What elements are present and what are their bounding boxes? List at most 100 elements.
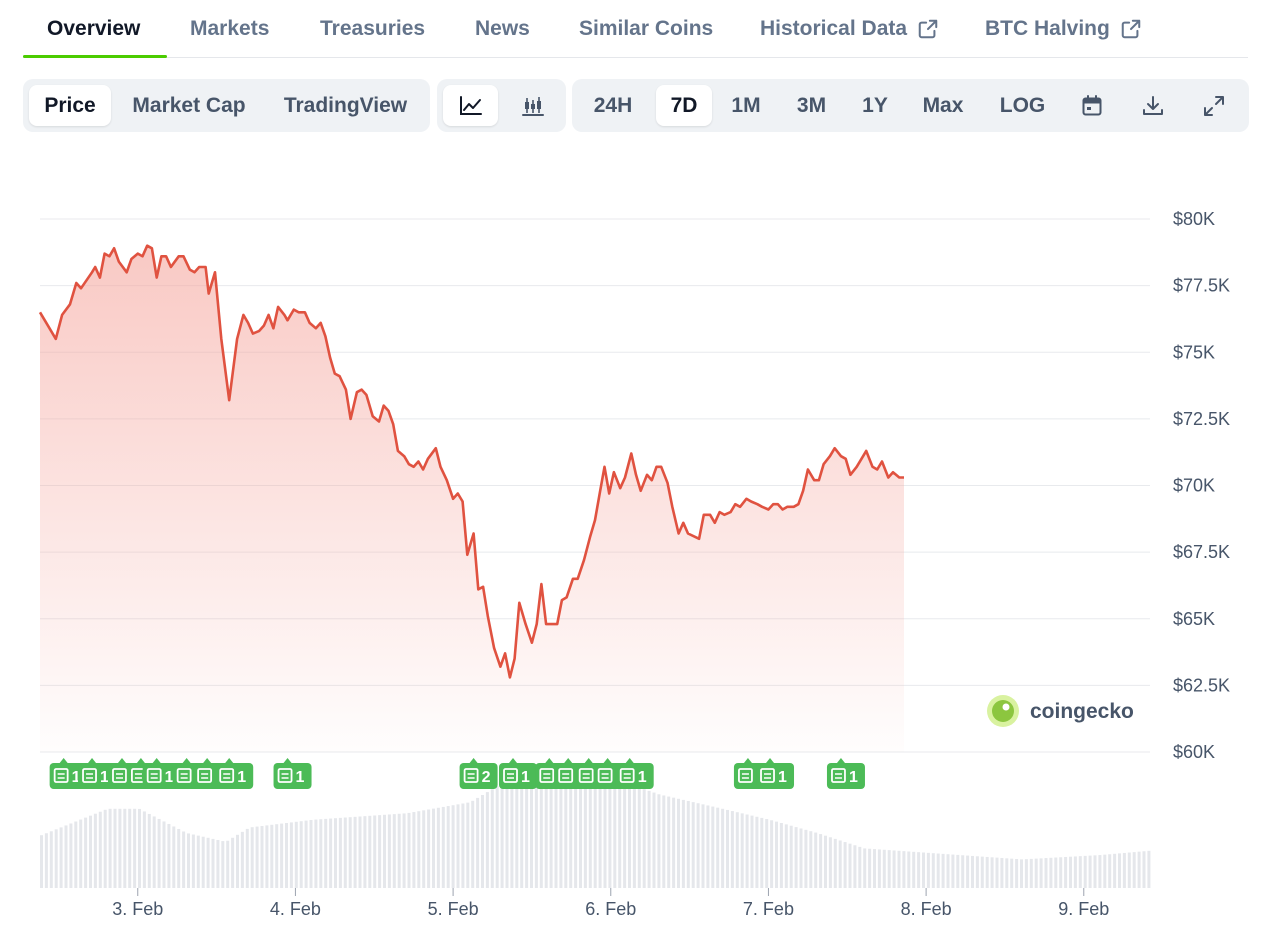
volume-bar: [554, 778, 558, 888]
volume-bar: [324, 818, 328, 888]
volume-bar: [716, 807, 720, 888]
tab-similar-coins[interactable]: Similar Coins: [579, 0, 713, 58]
volume-bar: [54, 829, 58, 888]
newspaper-icon: [619, 768, 635, 783]
volume-bar: [975, 856, 979, 888]
download-button[interactable]: [1131, 85, 1175, 126]
volume-bar: [691, 802, 695, 888]
volume-bar: [926, 852, 930, 888]
volume-bar: [64, 825, 68, 888]
volume-bar: [730, 811, 734, 888]
volume-bar: [863, 848, 867, 888]
external-link-icon: [918, 19, 938, 39]
volume-bar: [236, 834, 239, 888]
range-1m-button[interactable]: 1M: [731, 93, 761, 117]
volume-bar: [1073, 856, 1077, 888]
volume-bar: [451, 805, 455, 888]
y-axis: $60K $62.5K $65K $67.5K $70K $72.5K $75K $77.5K…: [1173, 209, 1230, 762]
volume-bar: [735, 812, 739, 888]
y-tick-label: $75K: [1173, 342, 1215, 362]
price-toggle[interactable]: Price: [29, 85, 111, 126]
range-3m-button[interactable]: 3M: [796, 93, 827, 117]
calendar-button[interactable]: [1070, 85, 1114, 126]
tab-overview[interactable]: Overview: [47, 0, 140, 58]
volume-bar: [530, 780, 533, 888]
coingecko-logo-inner: [992, 700, 1014, 722]
range-24h-button[interactable]: 24H: [593, 93, 633, 117]
news-badge-count: 1: [638, 769, 647, 786]
news-badge: 1: [615, 758, 654, 789]
volume-bar: [579, 778, 582, 888]
tab-treasuries[interactable]: Treasuries: [320, 0, 425, 58]
y-tick-label: $72.5K: [1173, 409, 1230, 429]
news-badge: 1: [826, 758, 865, 789]
tab-label: Similar Coins: [579, 17, 714, 40]
fullscreen-button[interactable]: [1192, 85, 1236, 126]
volume-bar: [74, 821, 78, 888]
volume-bar: [922, 852, 925, 888]
range-max-button[interactable]: Max: [922, 93, 964, 117]
volume-bar: [157, 818, 161, 888]
volume-bar: [378, 815, 382, 888]
volume-bar: [760, 817, 764, 888]
market-cap-toggle[interactable]: Market Cap: [132, 93, 246, 117]
tab-label: Treasuries: [320, 17, 426, 40]
volume-bar: [427, 809, 431, 888]
coingecko-logo-eye: [1002, 703, 1010, 711]
volume-bar: [833, 838, 837, 888]
volume-bar: [397, 813, 401, 888]
tab-historical-data[interactable]: Historical Data: [760, 0, 939, 58]
volume-bar: [961, 855, 965, 888]
range-1y-button[interactable]: 1Y: [862, 93, 888, 117]
y-tick-label: $70K: [1173, 476, 1215, 496]
volume-bar: [574, 778, 578, 888]
volume-bar: [407, 812, 411, 888]
price-line: [38, 244, 904, 679]
x-tick-label: 5. Feb: [428, 899, 479, 919]
volume-bar: [951, 854, 955, 888]
news-badge-pointer: [469, 758, 478, 763]
volume-bar: [152, 816, 156, 888]
volume-bar: [603, 778, 607, 888]
volume-bar: [701, 804, 705, 888]
volume-bar: [338, 817, 342, 888]
volume-bar: [843, 842, 847, 888]
volume-bar: [892, 850, 896, 888]
tradingview-toggle[interactable]: TradingView: [283, 93, 408, 117]
volume-bar: [515, 781, 519, 888]
volume-bar: [525, 780, 529, 888]
volume-bar: [1122, 852, 1126, 888]
news-badge-count: 1: [237, 769, 246, 786]
tab-news[interactable]: News: [475, 0, 530, 58]
line-chart-button[interactable]: [443, 85, 498, 126]
volume-bar: [446, 806, 450, 888]
volume-bar: [191, 834, 195, 888]
price-chart[interactable]: $60K $62.5K $65K $67.5K $70K $72.5K $75K $77.5K…: [0, 140, 1280, 940]
news-badge-count: 1: [100, 769, 109, 786]
volume-bar: [784, 824, 788, 888]
volume-bar: [334, 818, 337, 888]
volume-bar: [245, 828, 249, 888]
volume-bar: [1044, 858, 1048, 888]
volume-bar: [275, 824, 279, 888]
volume-bar: [255, 826, 259, 888]
range-7d-button[interactable]: 7D: [656, 85, 712, 126]
news-badge-pointer: [766, 758, 775, 763]
volume-bar: [1039, 858, 1043, 888]
volume-bar: [348, 817, 352, 888]
volume-bar: [750, 815, 754, 888]
news-badge-pointer: [182, 758, 191, 763]
newspaper-icon: [112, 768, 127, 783]
log-scale-toggle[interactable]: LOG: [999, 93, 1046, 117]
volume-bar: [89, 815, 92, 888]
tab-markets[interactable]: Markets: [190, 0, 269, 58]
volume-bar: [608, 778, 612, 888]
tab-btc-halving[interactable]: BTC Halving: [985, 0, 1142, 58]
chart-type-toggle: Price Market Cap TradingView: [23, 79, 430, 132]
volume-bar: [819, 834, 823, 888]
y-tick-label: $62.5K: [1173, 675, 1230, 695]
candlestick-chart-button[interactable]: [505, 85, 560, 126]
volume-bar: [980, 856, 984, 888]
volume-bar: [250, 827, 254, 888]
volume-bar: [162, 821, 166, 888]
